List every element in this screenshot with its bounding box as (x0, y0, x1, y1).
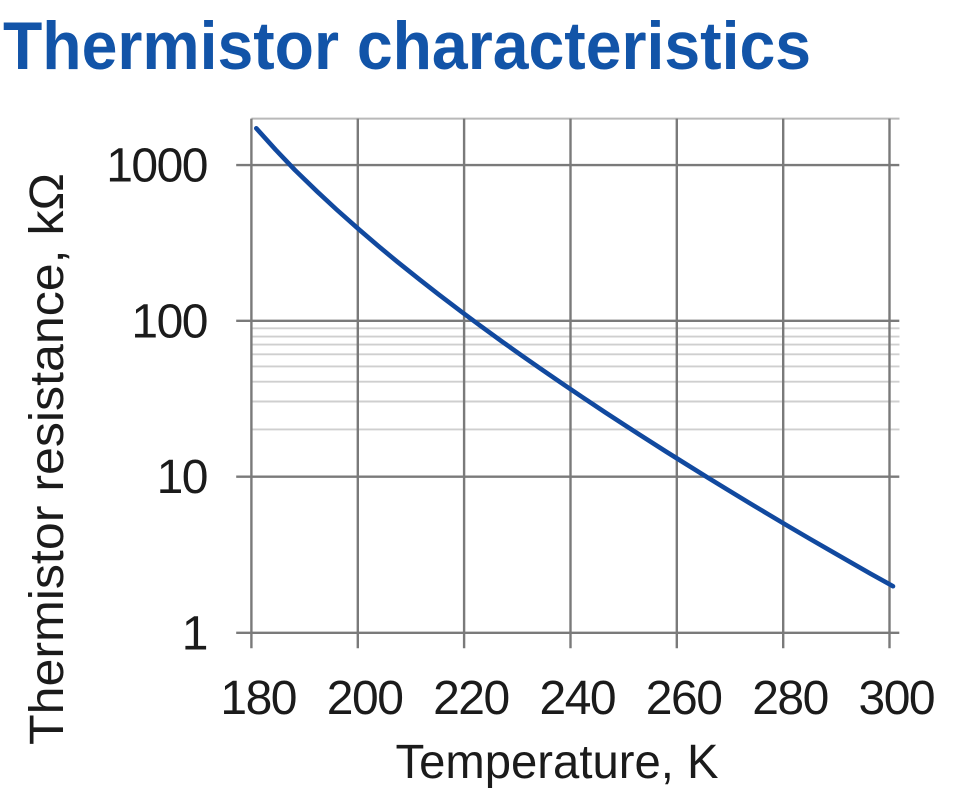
svg-text:1000: 1000 (106, 140, 207, 193)
svg-text:Temperature, K: Temperature, K (396, 736, 719, 789)
svg-text:300: 300 (859, 672, 935, 725)
svg-text:100: 100 (131, 295, 207, 348)
svg-text:280: 280 (752, 672, 828, 725)
svg-text:Thermistor characteristics: Thermistor characteristics (3, 9, 811, 84)
svg-text:Thermistor resistance, kΩ: Thermistor resistance, kΩ (21, 173, 74, 745)
svg-text:10: 10 (157, 451, 207, 504)
svg-text:240: 240 (540, 672, 616, 725)
svg-text:200: 200 (327, 672, 403, 725)
svg-text:1: 1 (182, 607, 207, 660)
svg-text:220: 220 (433, 672, 509, 725)
svg-text:260: 260 (646, 672, 722, 725)
svg-text:180: 180 (220, 672, 296, 725)
